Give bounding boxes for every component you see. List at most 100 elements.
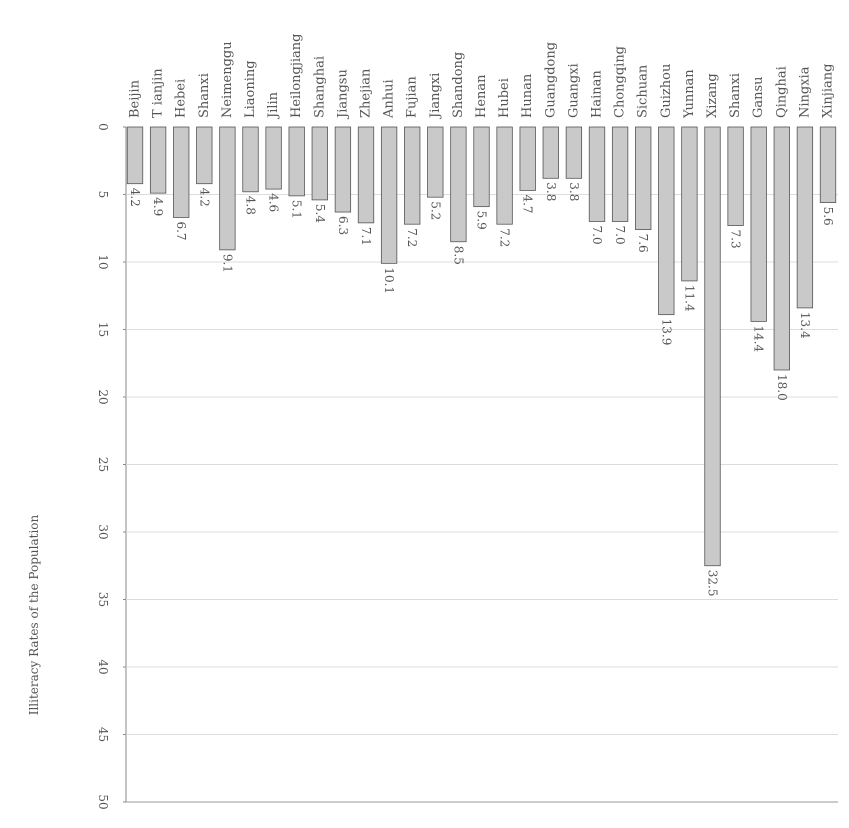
value-label: 5.2	[428, 201, 442, 220]
bar	[196, 126, 213, 185]
value-tick-label: 10	[96, 254, 110, 269]
category-label: Hubei	[497, 78, 512, 118]
category-label: T ianjin	[151, 68, 166, 118]
bar	[611, 126, 629, 222]
value-label: 4.7	[521, 194, 535, 213]
bar	[427, 126, 444, 198]
category-label: Jilin	[266, 91, 281, 120]
value-labels: 4.2 4.9 6.7 4.2 9.1 4.8 4.6 5.1 5.4 6.3 7.1 10.1 7.2…	[128, 182, 835, 596]
value-label: 32.5	[706, 570, 720, 597]
value-label: 7.0	[613, 226, 627, 245]
bar	[450, 126, 467, 243]
category-label: Guizhou	[659, 64, 674, 118]
bar	[473, 126, 490, 208]
bar	[635, 126, 652, 230]
value-axis-label: Illiteracy Rates of the Population	[27, 514, 41, 715]
category-label: Hebei	[174, 79, 189, 118]
value-label: 3.8	[567, 182, 581, 201]
value-label: 5.6	[821, 207, 835, 226]
bar	[357, 126, 375, 224]
bar	[219, 126, 236, 251]
bar	[265, 126, 282, 190]
bar	[173, 126, 190, 218]
value-tick-label: 20	[96, 389, 110, 404]
bar	[773, 126, 790, 371]
category-label: Jiangxi	[428, 73, 443, 120]
category-label: Beijin	[128, 79, 143, 118]
bar	[588, 126, 606, 222]
bar	[565, 126, 583, 179]
bar	[796, 126, 814, 309]
bars	[126, 126, 837, 567]
category-label: Jiangsu	[335, 69, 350, 120]
category-label: Neimenggu	[220, 41, 235, 118]
category-label: Yunnan	[682, 69, 697, 119]
bar	[519, 126, 536, 191]
value-label: 14.4	[752, 325, 766, 352]
bar	[149, 126, 167, 194]
category-label: Chongqing	[613, 46, 628, 118]
category-label: Sichuan	[636, 64, 651, 118]
bar	[311, 126, 328, 201]
category-label: Qinghai	[774, 66, 789, 118]
value-tick-label: 15	[96, 322, 110, 337]
category-label: Henan	[474, 74, 489, 118]
value-label: 7.3	[729, 230, 743, 249]
value-label: 11.4	[682, 285, 696, 312]
value-label: 7.0	[590, 226, 604, 245]
value-tick-label: 5	[96, 191, 110, 199]
category-labels: Beijin T ianjin Hebei Shanxi Neimenggu Liaoni…	[128, 34, 836, 121]
value-label: 13.4	[798, 312, 812, 339]
bar	[288, 126, 305, 197]
value-label: 10.1	[382, 267, 396, 294]
bar	[542, 126, 559, 179]
category-label: Liaoning	[243, 60, 258, 118]
category-label: Shanxi	[197, 73, 212, 118]
bar	[496, 126, 513, 225]
value-label: 7.6	[636, 234, 650, 253]
value-tick-label: 50	[96, 794, 110, 809]
value-tick-label: 40	[96, 659, 110, 674]
value-label: 7.2	[405, 228, 419, 247]
category-label: Fujian	[405, 76, 420, 118]
bar	[750, 126, 767, 322]
value-tick-label: 30	[96, 524, 110, 539]
value-label: 4.2	[128, 188, 142, 207]
bar	[334, 126, 352, 213]
category-label: Guangdong	[543, 42, 558, 118]
category-label: Ningxia	[797, 66, 812, 118]
value-label: 4.8	[244, 196, 258, 215]
bar	[704, 126, 721, 567]
value-label: 6.3	[336, 216, 350, 235]
value-tick-label: 25	[96, 457, 110, 472]
value-tick-label: 35	[96, 592, 110, 607]
bar	[658, 126, 675, 316]
category-label: Shanghai	[312, 56, 327, 118]
value-label: 5.9	[475, 211, 489, 230]
category-label: Xizang	[705, 73, 720, 118]
bar	[242, 126, 259, 193]
category-label: Gansu	[751, 76, 766, 118]
category-label: Hainan	[590, 70, 605, 118]
value-label: 9.1	[220, 254, 234, 273]
bar	[727, 126, 744, 226]
category-label: Anhui	[382, 79, 397, 119]
value-label: 4.2	[197, 188, 211, 207]
value-label: 18.0	[775, 374, 789, 401]
value-label: 13.9	[659, 319, 673, 346]
value-tick-label: 0	[96, 123, 110, 131]
value-label: 7.2	[498, 228, 512, 247]
category-label: Guangxi	[566, 63, 581, 118]
bar	[380, 126, 398, 264]
bar	[126, 126, 144, 185]
value-label: 4.9	[151, 197, 165, 216]
category-label: Heilongjiang	[289, 34, 304, 119]
category-label: Hunan	[520, 73, 535, 118]
category-label: Shanxi	[728, 73, 743, 118]
value-label: 5.1	[290, 200, 304, 219]
value-label: 4.6	[267, 193, 281, 212]
value-label: 7.1	[359, 227, 373, 246]
value-label: 5.4	[313, 204, 327, 223]
